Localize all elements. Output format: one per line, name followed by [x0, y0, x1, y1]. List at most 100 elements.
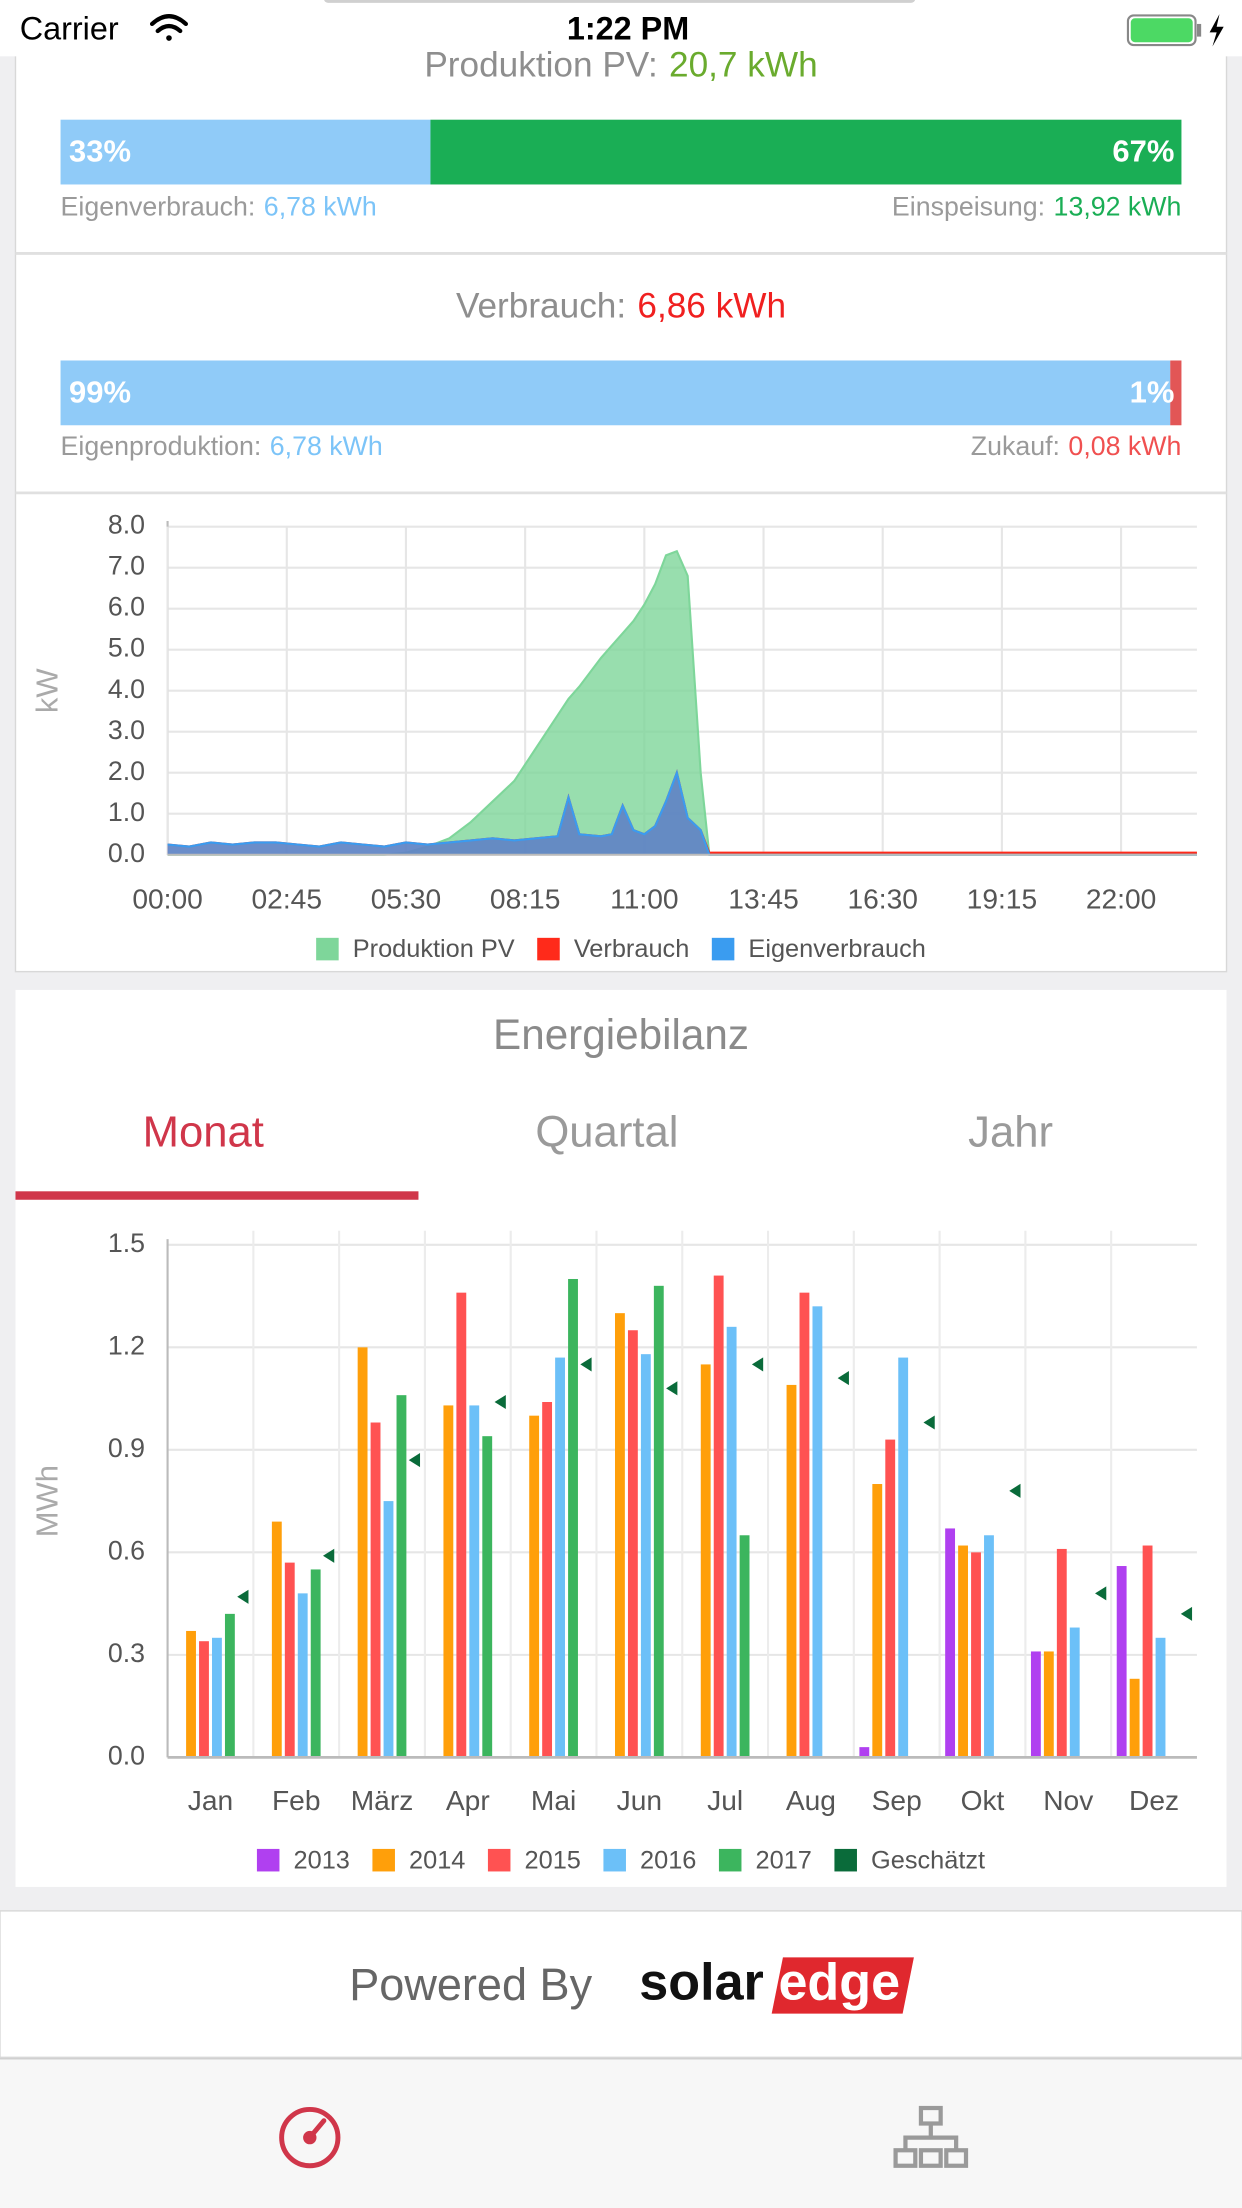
value: 13,92 kWh	[1054, 191, 1182, 221]
legend-swatch	[603, 1848, 626, 1872]
label: Eigenverbrauch:	[61, 191, 256, 221]
tab[interactable]: Quartal	[535, 1108, 678, 1157]
legend-label: Geschätzt	[871, 1846, 985, 1874]
legend-swatch	[718, 1848, 742, 1872]
segment-label: 1%	[1130, 374, 1175, 409]
bar	[872, 1484, 883, 1758]
tab[interactable]: Jahr	[968, 1108, 1053, 1157]
bar	[713, 1275, 724, 1758]
legend-swatch	[372, 1848, 395, 1872]
tab-indicator	[15, 1191, 419, 1200]
bar	[555, 1357, 565, 1758]
wifi-icon	[149, 14, 188, 41]
bar	[700, 1364, 711, 1758]
dashboard-tab[interactable]	[279, 2106, 341, 2169]
handle	[324, 0, 916, 3]
bar	[284, 1562, 295, 1758]
bar	[357, 1347, 368, 1758]
x-tick-label: März	[351, 1785, 414, 1816]
segment-label: 67%	[1112, 134, 1174, 169]
label: Einspeisung:	[892, 191, 1045, 221]
legend-swatch	[834, 1848, 857, 1872]
logo-badge	[771, 1957, 914, 2014]
x-tick-label: Mai	[531, 1785, 576, 1816]
bar	[640, 1354, 651, 1758]
y-tick-label: 5.0	[108, 633, 145, 663]
estimate-marker	[751, 1357, 764, 1372]
estimate-marker	[580, 1357, 592, 1372]
footer-card	[0, 1910, 1242, 2059]
label: Eigenproduktion:	[61, 431, 262, 461]
bar	[482, 1436, 493, 1758]
bar	[310, 1569, 321, 1758]
x-tick-label: 16:30	[847, 884, 917, 915]
bar-segment	[430, 119, 1182, 185]
bar	[297, 1593, 308, 1758]
bar	[186, 1630, 196, 1758]
legend: 2013 2014 2015 2016 2017 Geschätzt	[256, 1846, 985, 1874]
bar	[786, 1384, 797, 1758]
bar	[1142, 1545, 1153, 1758]
estimate-marker	[237, 1589, 249, 1604]
tab[interactable]: Monat	[143, 1108, 264, 1157]
bar	[653, 1285, 664, 1758]
day-chart: 0.0 1.0 2.0 3.0 4.0 5.0 6.0 7.0 8.0 kW 00:00 02:45 0…	[29, 510, 1197, 963]
bar	[615, 1313, 625, 1758]
legend-label: Verbrauch	[574, 935, 689, 963]
bar	[945, 1528, 956, 1758]
bar	[1129, 1678, 1140, 1758]
production-bar: 33% 67%	[60, 119, 1182, 185]
area-fill	[167, 772, 1197, 855]
bar	[627, 1330, 638, 1758]
bar	[443, 1405, 454, 1758]
segment-label: 99%	[69, 374, 131, 409]
bar	[812, 1306, 823, 1758]
bar	[271, 1521, 282, 1758]
bar	[568, 1278, 578, 1758]
value: 6,78 kWh	[270, 431, 383, 461]
value: 6,78 kWh	[264, 191, 377, 221]
layout-tab[interactable]	[893, 2105, 969, 2168]
x-tick-label: Jan	[188, 1785, 233, 1816]
y-tick-label: 4.0	[108, 674, 145, 704]
bar-segment	[60, 119, 431, 185]
consumption-bar: 99% 1%	[60, 360, 1182, 426]
bar	[958, 1545, 968, 1758]
carrier: Carrier	[20, 11, 119, 47]
legend-label: 2015	[525, 1846, 581, 1874]
logo-text: edge	[778, 1953, 900, 2011]
logo-text: solar	[639, 1953, 764, 2011]
legend-label: 2016	[640, 1846, 696, 1874]
x-tick-label: Sep	[872, 1785, 922, 1816]
x-tick-label: Jun	[617, 1785, 662, 1816]
consumption-heading: Verbrauch: 6,86 kWh	[456, 287, 786, 326]
estimate-marker	[666, 1381, 678, 1396]
estimate-marker	[923, 1415, 935, 1430]
y-axis-label: MWh	[29, 1465, 64, 1537]
y-tick-label: 0.3	[108, 1638, 145, 1668]
y-tick-label: 0.9	[108, 1433, 145, 1463]
bar	[1155, 1637, 1166, 1758]
x-tick-label: 13:45	[728, 884, 798, 915]
x-tick-label: 08:15	[490, 884, 560, 915]
legend-swatch	[537, 937, 560, 961]
y-tick-label: 0.6	[108, 1535, 145, 1565]
estimate-marker	[1009, 1483, 1021, 1498]
bar	[199, 1641, 209, 1758]
y-tick-label: 1.2	[108, 1330, 145, 1360]
x-tick-label: 00:00	[132, 884, 202, 915]
bar	[799, 1292, 810, 1758]
y-tick-label: 3.0	[108, 715, 145, 745]
x-tick-label: Nov	[1043, 1785, 1093, 1816]
bar	[383, 1501, 394, 1758]
x-tick-label: 05:30	[371, 884, 441, 915]
bar	[726, 1326, 737, 1758]
x-tick-label: 02:45	[252, 884, 322, 915]
bar	[212, 1637, 222, 1758]
x-tick-label: Dez	[1129, 1785, 1179, 1816]
y-tick-label: 7.0	[108, 551, 145, 581]
legend: Produktion PV Verbrauch Eigenverbrauch	[316, 935, 926, 963]
y-tick-label: 0.0	[108, 838, 145, 868]
